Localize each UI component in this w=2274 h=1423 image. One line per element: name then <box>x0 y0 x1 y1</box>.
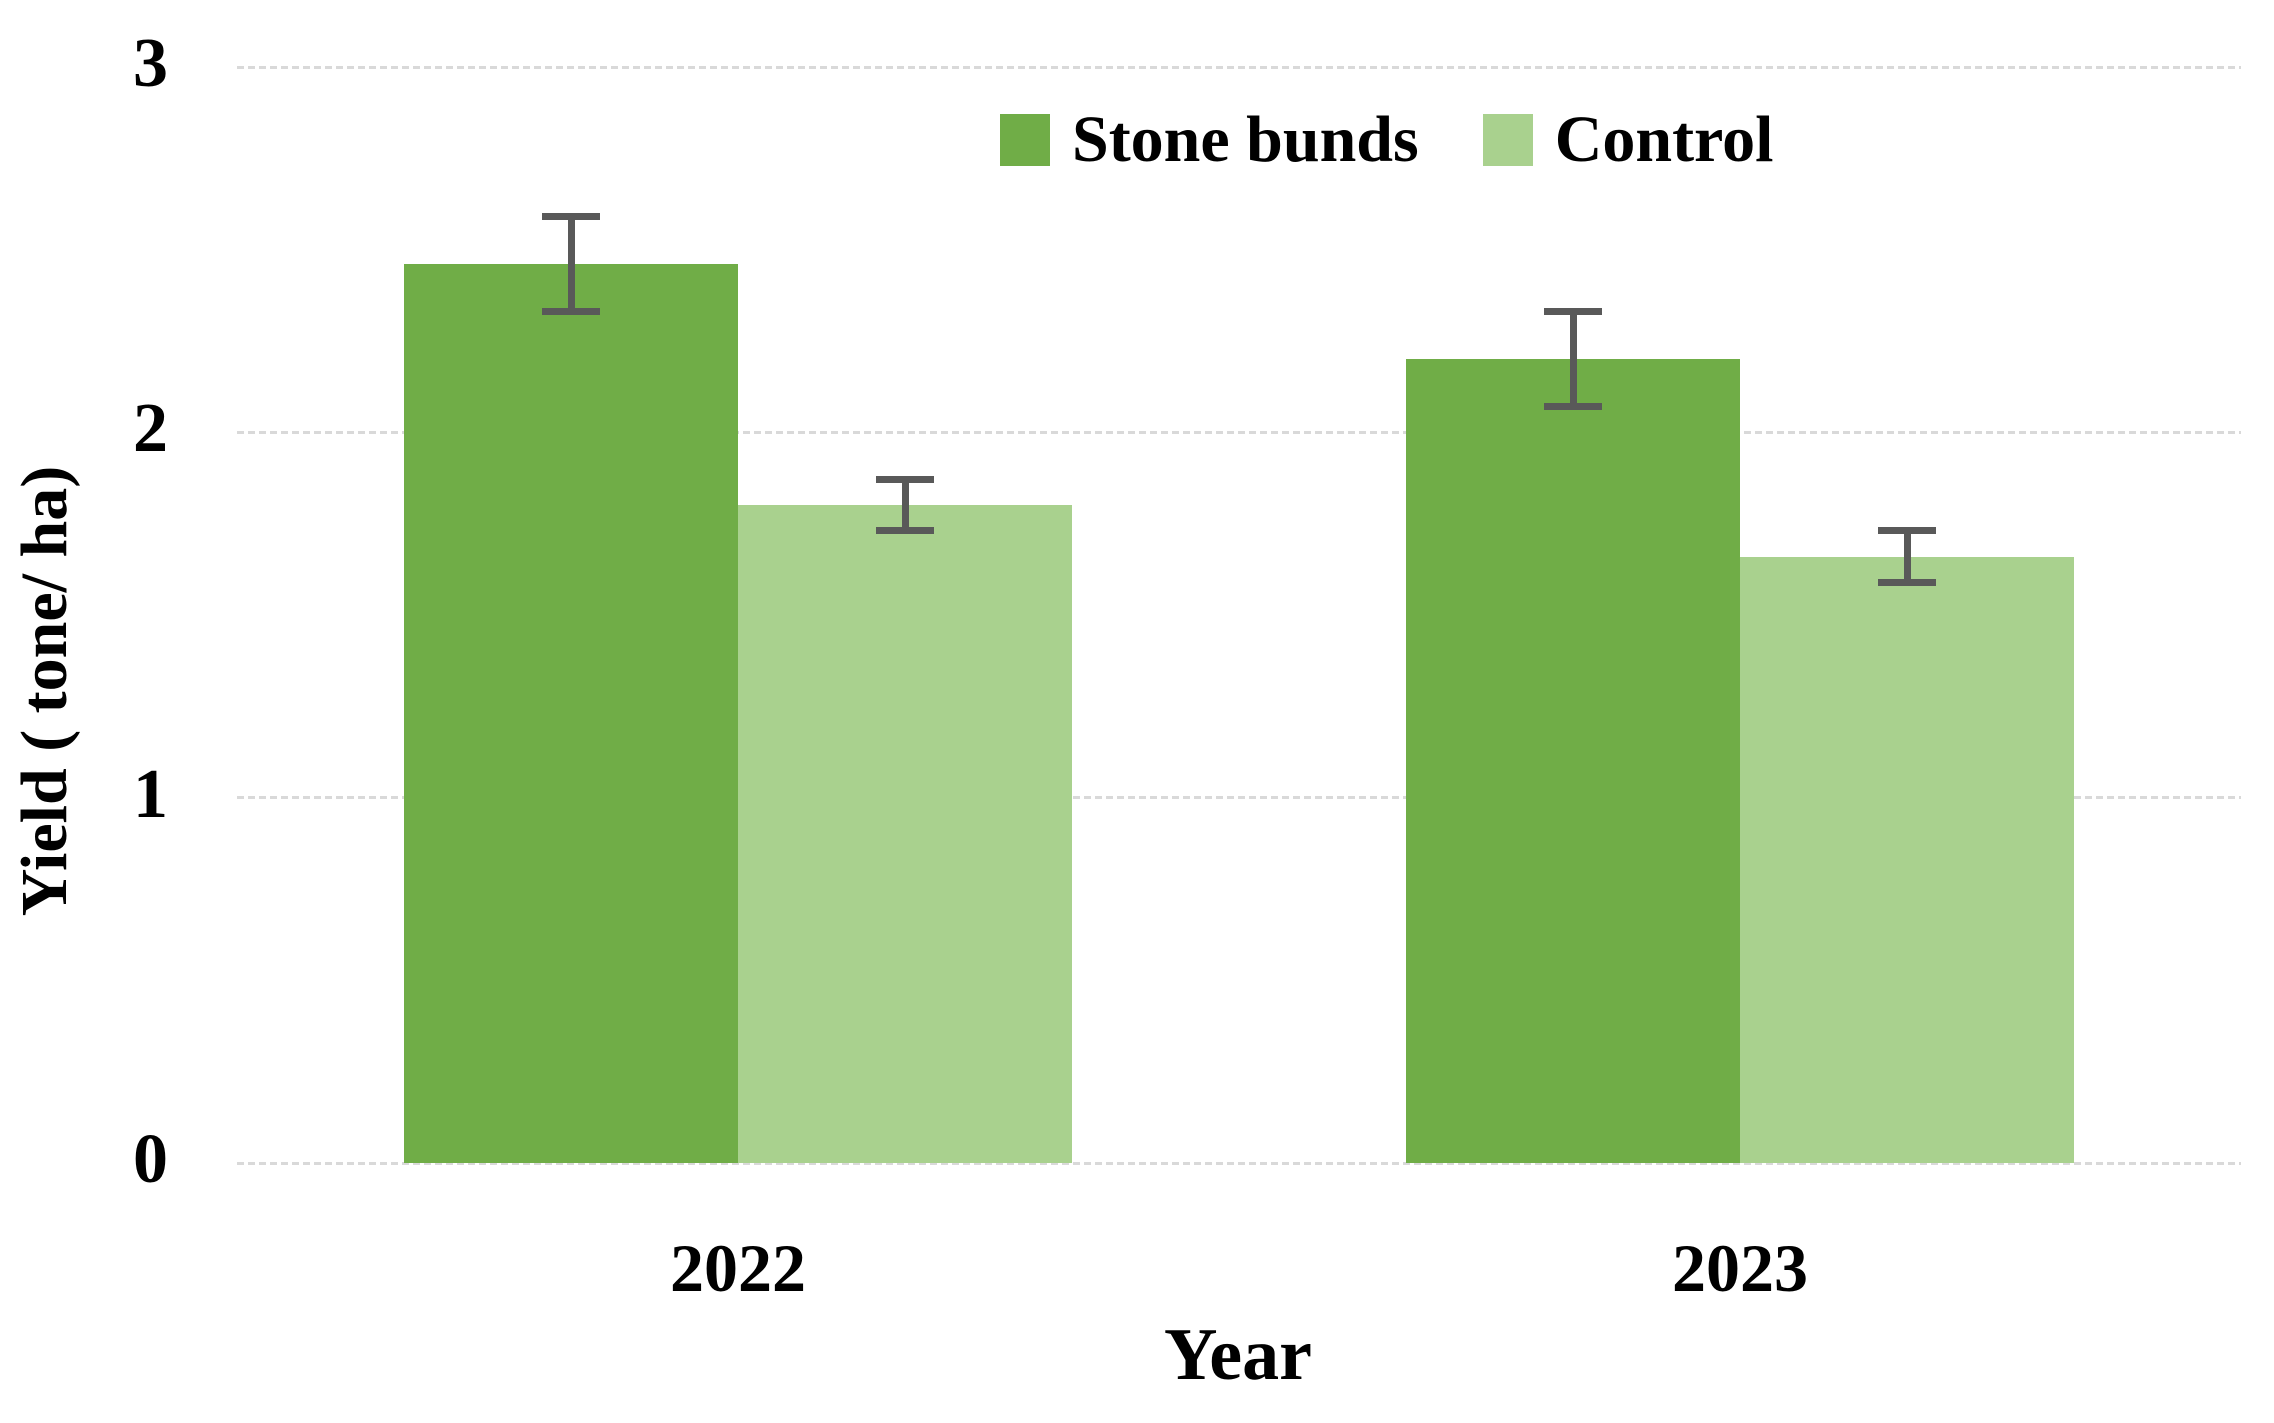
error-bar-control-2023-cap-top <box>1878 527 1936 535</box>
bar-stone-bunds-2023 <box>1406 359 1740 1163</box>
x-axis-title: Year <box>1164 1314 1312 1396</box>
error-bar-control-2023-line <box>1903 530 1911 583</box>
y-tick-label-1: 1 <box>133 755 168 833</box>
legend-item-control: Control <box>1482 100 1774 180</box>
x-tick-label-2023: 2023 <box>1672 1230 1808 1306</box>
y-tick-label-3: 3 <box>133 25 168 102</box>
y-tick-label-2: 2 <box>133 390 168 468</box>
error-bar-control-2022-cap-top <box>876 476 934 484</box>
legend-swatch-stone-bunds <box>1000 114 1050 166</box>
bar-control-2023 <box>1740 556 2074 1163</box>
error-bar-control-2022-line <box>901 479 909 531</box>
error-bar-stone-bunds-2023-line <box>1569 311 1577 407</box>
bar-control-2022 <box>738 505 1072 1163</box>
gridline-y-1 <box>237 796 2241 800</box>
legend-swatch-control <box>1482 114 1533 166</box>
y-tick-label-0: 0 <box>133 1121 168 1198</box>
error-bar-control-2022-cap-bottom <box>876 527 934 535</box>
error-bar-stone-bunds-2022-cap-bottom <box>542 308 600 316</box>
error-bar-control-2023-cap-bottom <box>1878 578 1936 586</box>
legend-label-control: Control <box>1554 103 1774 176</box>
legend: Stone bunds Control <box>1000 100 1774 180</box>
bar-stone-bunds-2022 <box>404 264 738 1163</box>
gridline-y-3 <box>237 65 2241 69</box>
error-bar-stone-bunds-2022-cap-top <box>542 213 600 221</box>
legend-item-stone-bunds: Stone bunds <box>1000 100 1419 180</box>
gridline-y-0 <box>237 1161 2241 1165</box>
legend-label-stone-bunds: Stone bunds <box>1072 103 1419 176</box>
error-bar-stone-bunds-2022-line <box>567 216 575 312</box>
x-tick-label-2022: 2022 <box>670 1230 806 1306</box>
error-bar-stone-bunds-2023-cap-bottom <box>1544 403 1602 411</box>
gridline-y-2 <box>237 430 2241 434</box>
error-bar-stone-bunds-2023-cap-top <box>1544 308 1602 316</box>
